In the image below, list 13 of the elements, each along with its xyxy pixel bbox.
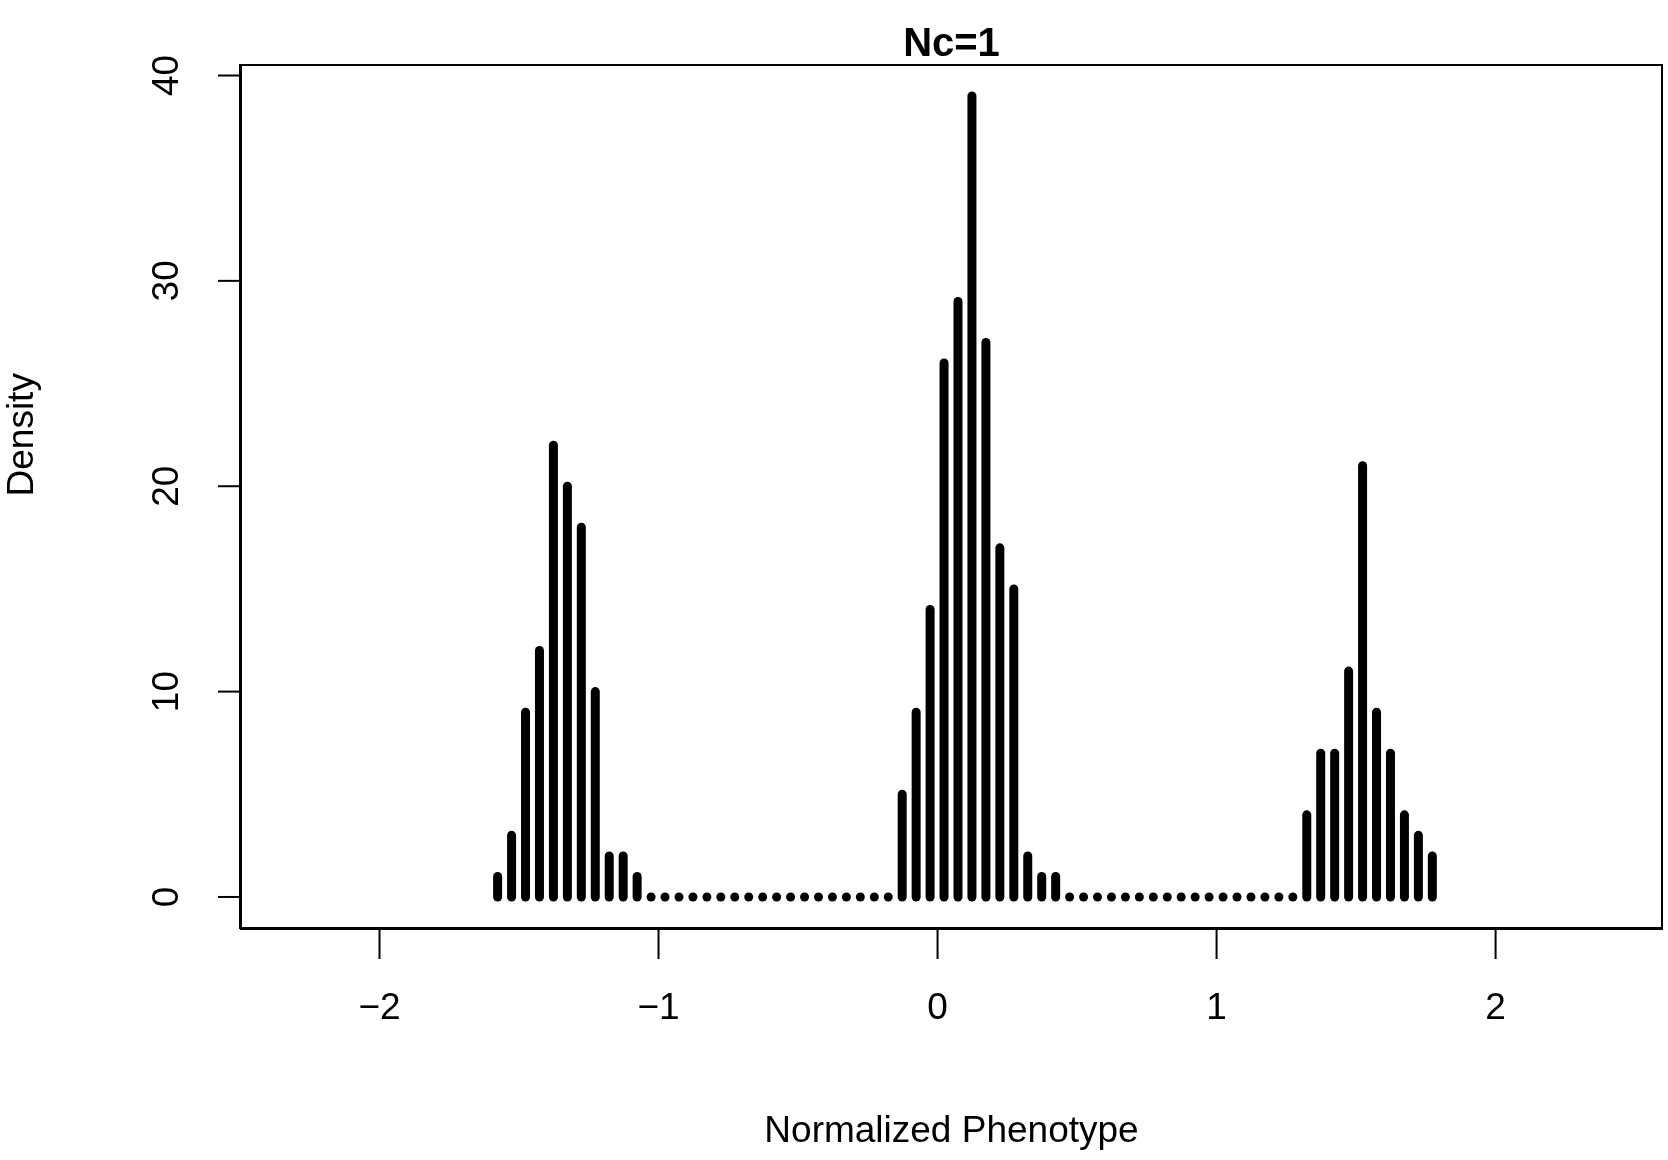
x-tick-label: 0 (927, 986, 948, 1027)
x-tick-label: 2 (1485, 986, 1506, 1027)
chart-title: Nc=1 (902, 20, 1001, 64)
x-axis-title: Normalized Phenotype (764, 1109, 1139, 1150)
y-tick-label: 30 (145, 260, 187, 302)
x-tick-label: −2 (358, 986, 401, 1027)
y-tick-label: 10 (145, 671, 187, 713)
y-tick-label: 40 (145, 54, 187, 97)
y-tick-label: 20 (145, 465, 187, 507)
x-tick-label: 1 (1206, 986, 1227, 1027)
x-tick-label: −1 (637, 986, 680, 1027)
y-tick-label: 0 (145, 886, 187, 908)
y-axis-title: Density (0, 372, 42, 497)
